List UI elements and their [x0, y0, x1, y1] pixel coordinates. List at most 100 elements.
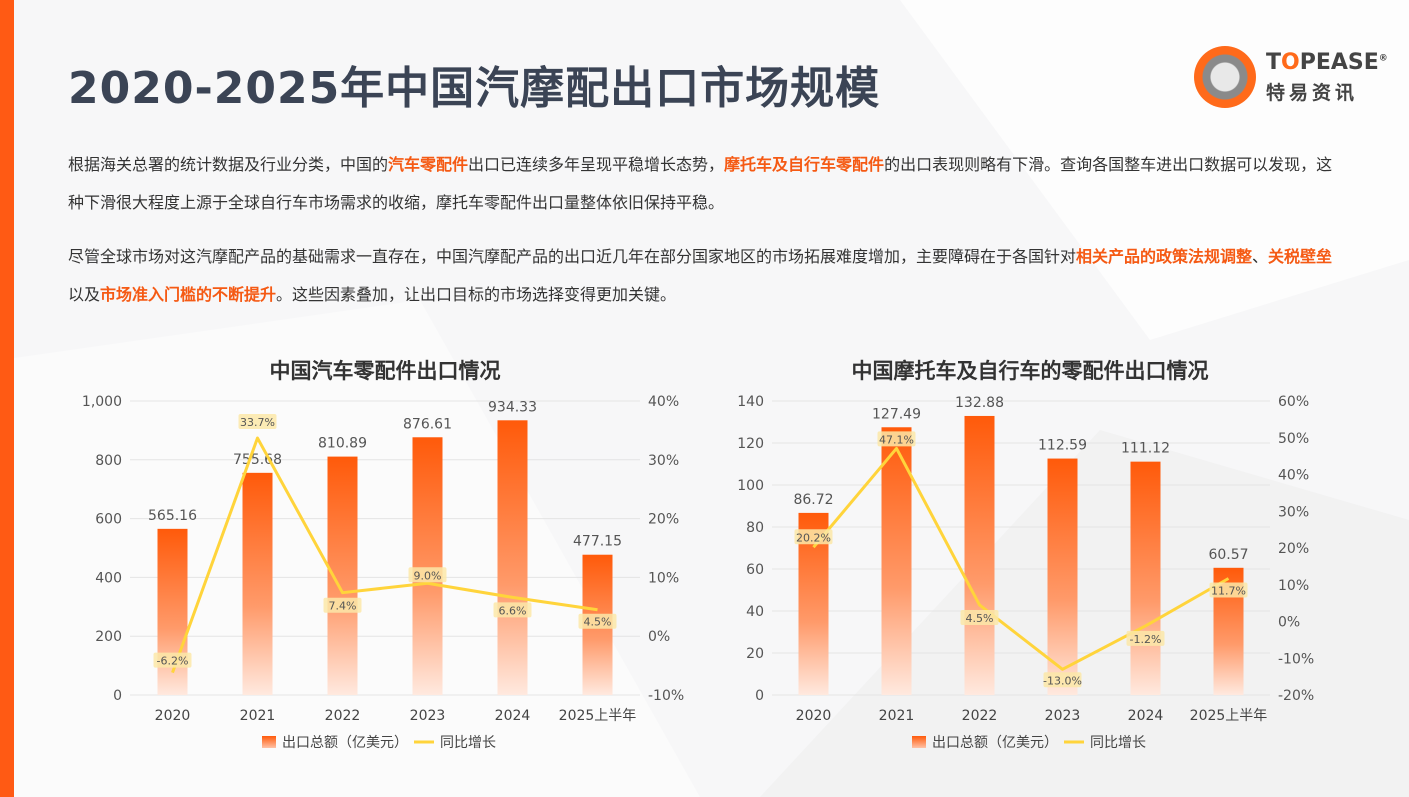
growth-value-label: -13.0%: [1043, 674, 1082, 687]
accent-bar: [0, 0, 14, 797]
growth-label-bg: [1126, 630, 1165, 646]
intro-paragraph-2: 尽管全球市场对这汽摩配产品的基础需求一直存在，中国汽摩配产品的出口近几年在部分国…: [68, 247, 1333, 304]
bar-value-label: 876.61: [403, 416, 452, 432]
legend-line-label: 同比增长: [440, 735, 496, 751]
growth-value-label: 4.5%: [584, 616, 612, 629]
growth-label-bg: [408, 567, 447, 583]
right-axis-tick: -20%: [1278, 688, 1314, 704]
x-axis-tick: 2020: [155, 708, 191, 724]
chart-2-title: 中国摩托车及自行车的零配件出口情况: [851, 359, 1209, 383]
x-axis-tick: 2021: [240, 708, 276, 724]
left-axis-tick: 600: [95, 512, 122, 528]
left-axis-tick: 100: [737, 478, 764, 494]
bar-value-label: 112.59: [1038, 438, 1087, 454]
growth-label-bg: [794, 529, 833, 545]
left-axis-tick: 0: [113, 688, 122, 704]
left-axis-tick: 60: [746, 562, 764, 578]
growth-value-label: 4.5%: [966, 612, 994, 625]
bar-value-label: 111.12: [1121, 441, 1170, 457]
left-axis-tick: 80: [746, 520, 764, 536]
right-axis-tick: 0%: [1278, 615, 1300, 631]
left-axis-tick: 40: [746, 604, 764, 620]
bar: [497, 420, 528, 695]
right-axis-tick: 0%: [648, 629, 670, 645]
right-axis-tick: -10%: [648, 688, 684, 704]
bar-value-label: 60.57: [1208, 547, 1248, 563]
growth-value-label: 33.7%: [240, 416, 275, 429]
left-axis-tick: 800: [95, 453, 122, 469]
x-axis-tick: 2020: [796, 708, 832, 724]
bar-value-label: 755.68: [233, 452, 282, 468]
right-axis-tick: 30%: [648, 453, 679, 469]
growth-value-label: 7.4%: [329, 600, 357, 613]
left-axis-tick: 200: [95, 629, 122, 645]
x-axis-tick: 2022: [325, 708, 361, 724]
left-axis-tick: 20: [746, 646, 764, 662]
growth-label-bg: [493, 602, 532, 618]
moto-bike-parts-export-chart: 0 20 40 60 80 100 120 140 -20% -10% 0% 10% 20% 30% 40%…: [737, 394, 1314, 751]
right-axis-tick: 50%: [1278, 431, 1309, 447]
left-axis-tick: 0: [755, 688, 764, 704]
x-axis-tick: 2022: [962, 708, 998, 724]
growth-label-bg: [1043, 672, 1082, 688]
x-axis-tick: 2023: [410, 708, 446, 724]
growth-label-bg: [238, 414, 277, 430]
growth-value-label: 47.1%: [879, 433, 914, 446]
x-axis-tick: 2025上半年: [559, 708, 637, 724]
growth-label-bg: [323, 597, 362, 613]
intro-paragraph-1: 根据海关总署的统计数据及行业分类，中国的汽车零配件出口已连续多年呈现平稳增长态势…: [68, 155, 1333, 212]
legend-line-label: 同比增长: [1090, 735, 1146, 751]
bar: [242, 472, 273, 695]
bar-value-label: 810.89: [318, 436, 367, 452]
growth-label-bg: [877, 431, 916, 447]
logo-ring-icon: [1194, 46, 1256, 108]
x-axis-tick: 2025上半年: [1190, 708, 1268, 724]
bar: [1130, 461, 1161, 695]
growth-line: [812, 446, 1230, 671]
bar-value-label: 565.16: [148, 508, 197, 524]
bar: [412, 437, 443, 695]
bar-value-label: 86.72: [793, 492, 833, 508]
growth-label-bg: [960, 609, 999, 625]
legend-bar-swatch: [912, 736, 926, 748]
bar: [881, 427, 912, 695]
bar-value-label: 132.88: [955, 395, 1004, 411]
bar-value-label: 477.15: [573, 534, 622, 550]
growth-label-bg: [578, 613, 617, 629]
growth-line: [171, 436, 598, 674]
legend-bar-label: 出口总额（亿美元）: [932, 735, 1058, 751]
right-axis-tick: 20%: [1278, 541, 1309, 557]
growth-value-label: 6.6%: [499, 604, 527, 617]
left-axis-tick: 140: [737, 394, 764, 410]
right-axis-tick: 60%: [1278, 394, 1309, 410]
right-axis-tick: 10%: [1278, 578, 1309, 594]
growth-value-label: 9.0%: [414, 569, 442, 582]
bar: [1047, 458, 1078, 695]
right-axis-tick: 40%: [1278, 468, 1309, 484]
logo-chinese: 特易资讯: [1266, 82, 1359, 104]
chart-1-title: 中国汽车零配件出口情况: [269, 359, 501, 383]
topease-logo: TOPEASE® 特易资讯: [1192, 44, 1388, 114]
right-axis-tick: -10%: [1278, 651, 1314, 667]
x-axis-tick: 2021: [879, 708, 915, 724]
left-axis-tick: 120: [737, 436, 764, 452]
right-axis-tick: 40%: [648, 394, 679, 410]
right-axis-tick: 30%: [1278, 504, 1309, 520]
logo-english: TOPEASE®: [1266, 50, 1388, 75]
right-axis-tick: 10%: [648, 570, 679, 586]
auto-parts-export-chart: 0 200 400 600 800 1,000 -10% 0% 10% 20% 30% 40% 565.…: [82, 394, 684, 751]
growth-value-label: -6.2%: [157, 655, 189, 668]
left-axis-tick: 400: [95, 570, 122, 586]
page-title: 2020-2025年中国汽摩配出口市场规模: [68, 63, 881, 114]
x-axis-tick: 2023: [1045, 708, 1081, 724]
bar-value-label: 934.33: [488, 399, 537, 415]
x-axis-tick: 2024: [495, 708, 531, 724]
left-axis-tick: 1,000: [82, 394, 122, 410]
right-axis-tick: 20%: [648, 512, 679, 528]
growth-label-bg: [153, 652, 192, 668]
growth-value-label: 20.2%: [796, 531, 831, 544]
growth-value-label: -1.2%: [1130, 633, 1162, 646]
bar: [964, 415, 995, 695]
legend-bar-swatch: [262, 736, 276, 748]
growth-value-label: 11.7%: [1211, 585, 1246, 598]
